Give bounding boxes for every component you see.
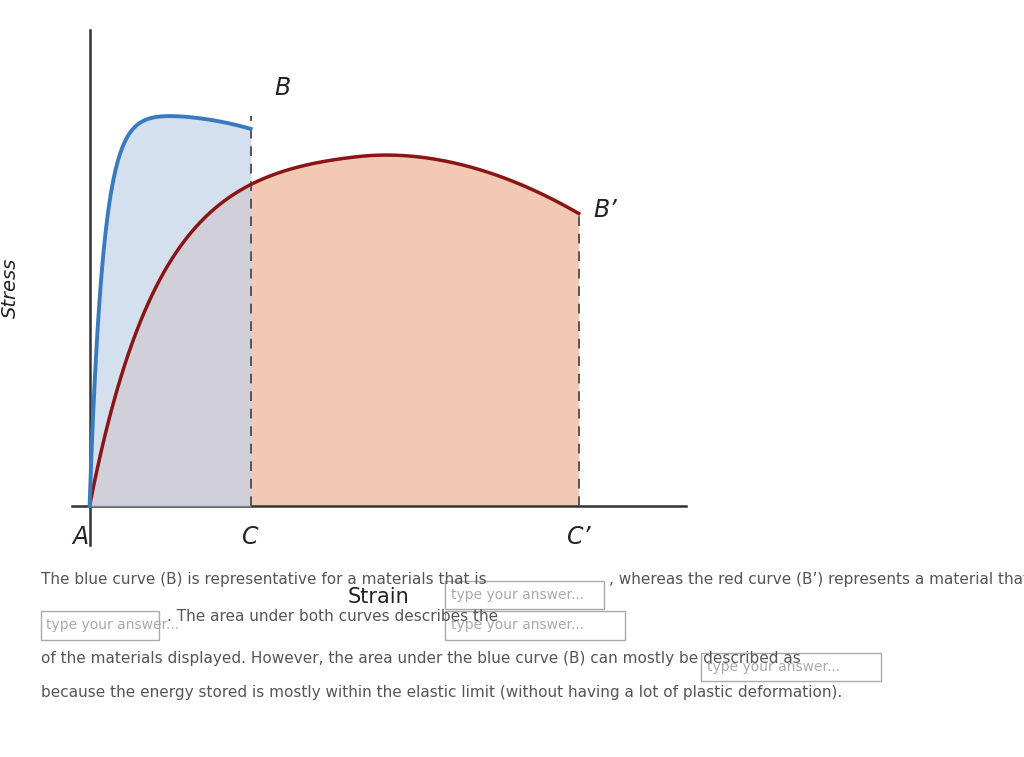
Polygon shape xyxy=(89,155,579,506)
Text: Stress: Stress xyxy=(1,257,19,318)
Text: C’: C’ xyxy=(567,525,591,550)
Text: A: A xyxy=(73,525,89,550)
Text: . The area under both curves describes the: . The area under both curves describes t… xyxy=(167,609,498,625)
Text: B’: B’ xyxy=(594,198,617,222)
Text: C: C xyxy=(243,525,259,550)
Text: of the materials displayed. However, the area under the blue curve (B) can mostl: of the materials displayed. However, the… xyxy=(41,651,801,666)
Polygon shape xyxy=(89,116,251,506)
Text: Strain: Strain xyxy=(348,587,410,606)
Text: type your answer...: type your answer... xyxy=(451,588,584,602)
Text: because the energy stored is mostly within the elastic limit (without having a l: because the energy stored is mostly with… xyxy=(41,685,842,700)
Text: type your answer...: type your answer... xyxy=(707,660,840,674)
Text: type your answer...: type your answer... xyxy=(46,618,179,632)
Text: The blue curve (B) is representative for a materials that is: The blue curve (B) is representative for… xyxy=(41,572,486,587)
Text: , whereas the red curve (B’) represents a material that is: , whereas the red curve (B’) represents … xyxy=(609,572,1024,587)
Text: B: B xyxy=(274,76,291,101)
Text: type your answer...: type your answer... xyxy=(451,618,584,632)
